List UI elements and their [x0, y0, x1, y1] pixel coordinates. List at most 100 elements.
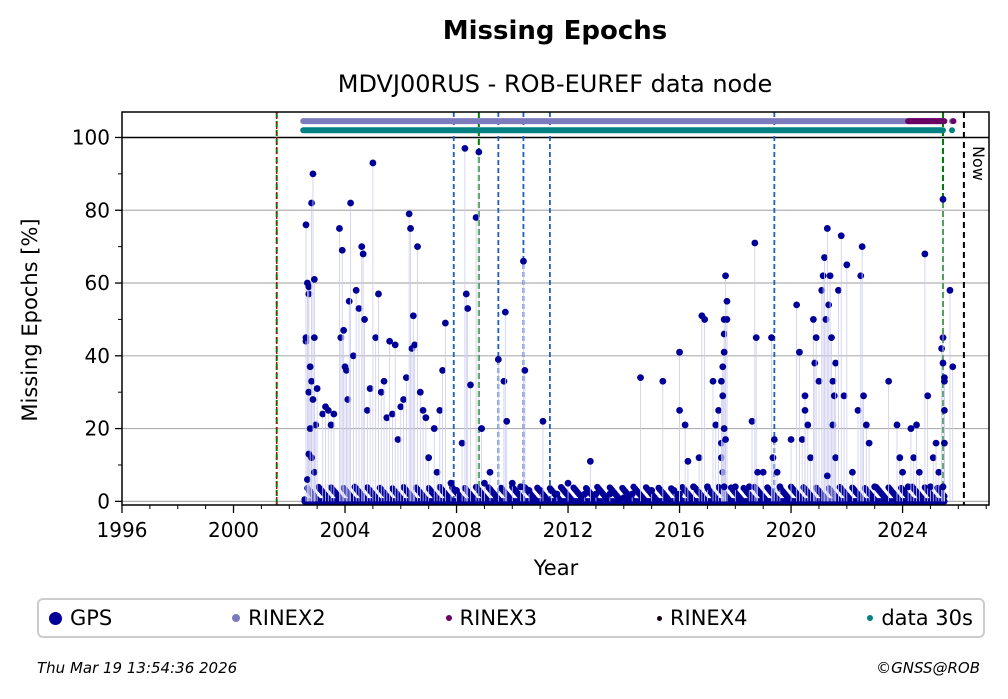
- gps-point: [752, 334, 760, 342]
- gps-point: [500, 377, 508, 385]
- gps-point: [720, 425, 728, 432]
- gps-point: [310, 468, 318, 476]
- gps-point: [419, 406, 427, 414]
- gps-point: [715, 406, 722, 414]
- gps-point: [787, 436, 795, 443]
- gps-point: [309, 170, 317, 178]
- legend-label: GPS: [70, 606, 113, 630]
- gps-point: [885, 377, 893, 385]
- legend-label: RINEX3: [459, 606, 538, 630]
- gps-point: [731, 483, 739, 491]
- gps-point: [823, 472, 831, 480]
- gps-point: [411, 341, 419, 349]
- gps-point: [303, 476, 311, 483]
- gps-point: [676, 348, 683, 356]
- gps-point: [865, 439, 873, 447]
- gps-point: [818, 286, 826, 294]
- y-tick-label: 80: [85, 198, 110, 222]
- gps-point: [704, 483, 711, 491]
- gps-point: [352, 286, 360, 294]
- gps-point: [717, 377, 725, 385]
- gps-point: [539, 417, 547, 425]
- gps-point: [939, 195, 947, 203]
- x-axis-label: Year: [533, 556, 579, 580]
- plot-frame: [121, 111, 990, 506]
- gps-point: [308, 454, 315, 462]
- gps-point: [723, 297, 731, 305]
- gps-point: [801, 406, 809, 414]
- gps-point: [940, 439, 948, 447]
- gps-point: [828, 334, 835, 342]
- gps-point: [823, 225, 831, 232]
- gps-point: [414, 243, 421, 251]
- gps-point: [453, 487, 460, 494]
- gps-point: [306, 425, 314, 432]
- gps-point: [606, 490, 614, 498]
- legend-label: data 30s: [881, 606, 973, 630]
- gps-point: [355, 305, 363, 312]
- gps-point: [628, 490, 636, 498]
- gps-point: [407, 225, 414, 232]
- gps-point: [793, 301, 801, 309]
- gps-point: [478, 425, 486, 432]
- gps-point: [910, 454, 918, 462]
- gps-point: [837, 232, 845, 240]
- gps-point: [312, 421, 320, 429]
- gps-point: [871, 483, 879, 491]
- legend: GPS RINEX2 RINEX3 RINEX4 data 30s: [37, 598, 985, 638]
- gps-point: [759, 468, 767, 476]
- y-tick-label: 60: [85, 271, 110, 295]
- gps-point: [475, 148, 483, 156]
- gps-point: [402, 374, 410, 382]
- gps-point: [695, 454, 703, 462]
- gps-point: [363, 406, 371, 414]
- gps-point: [684, 457, 692, 465]
- gps-point: [690, 483, 697, 491]
- gps-point: [309, 396, 317, 403]
- x-tick-label: 1996: [97, 518, 148, 542]
- gps-point: [464, 305, 472, 312]
- gps-point: [712, 421, 720, 429]
- gps-point: [719, 363, 727, 371]
- gps-point: [397, 403, 405, 411]
- y-tick-label: 20: [85, 417, 110, 441]
- gps-point: [327, 421, 335, 429]
- gps-point: [769, 454, 777, 462]
- gps-point: [754, 468, 762, 476]
- gps-point: [494, 356, 502, 363]
- rinex3-marker-icon: [445, 615, 452, 621]
- gps-point: [815, 377, 823, 385]
- gps-point: [935, 468, 943, 476]
- gps-point: [306, 363, 314, 371]
- rinex2-marker-icon: [232, 614, 241, 622]
- gps-point: [458, 439, 466, 447]
- gps-point: [308, 199, 315, 207]
- gps-point: [796, 348, 803, 356]
- gps-point: [305, 388, 313, 396]
- gps-point: [592, 490, 600, 498]
- gps-point: [344, 396, 352, 403]
- gps-point: [501, 308, 509, 316]
- gps-point: [776, 483, 784, 491]
- gps-point: [391, 341, 399, 349]
- gps-point: [503, 417, 511, 425]
- gps-point: [939, 483, 947, 491]
- gps-point: [822, 316, 830, 323]
- gps-point: [400, 396, 407, 403]
- gps-point: [308, 377, 315, 385]
- gps-point: [896, 454, 904, 462]
- gps-point: [946, 286, 954, 294]
- gps-point: [302, 221, 310, 229]
- gps-point: [670, 487, 678, 494]
- grid-layer: [122, 136, 989, 502]
- y-axis-label: Missing Epochs [%]: [18, 218, 42, 421]
- gps-point: [939, 359, 947, 367]
- gps-point: [701, 316, 709, 323]
- gps-point: [337, 334, 345, 342]
- x-tick-label: 2020: [766, 518, 817, 542]
- availability-dot: [950, 118, 957, 125]
- gps-point: [748, 417, 756, 425]
- gps-point: [361, 316, 368, 323]
- gps-point: [722, 272, 729, 280]
- data-points-layer: [301, 144, 957, 505]
